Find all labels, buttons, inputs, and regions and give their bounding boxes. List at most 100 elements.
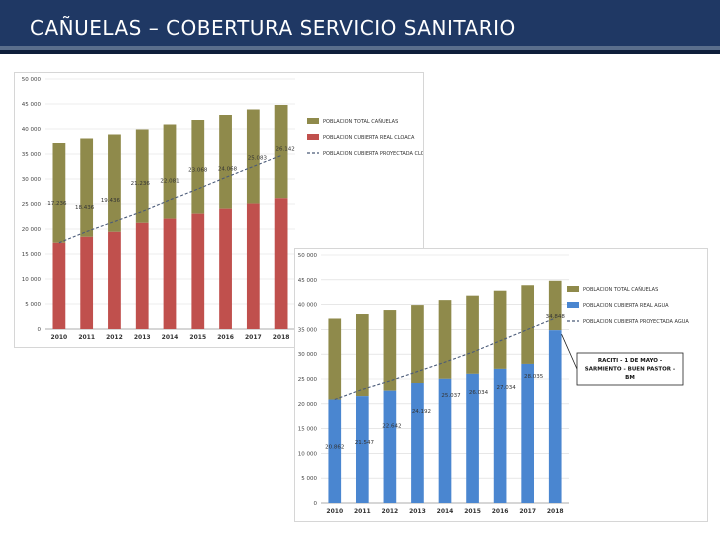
x-tick-label: 2010 [326, 508, 343, 515]
x-tick-label: 2015 [464, 508, 481, 515]
projected-coverage-line [334, 317, 556, 401]
y-tick-label: 20 000 [22, 227, 42, 233]
bar-total-population [466, 295, 479, 374]
y-tick-label: 30 000 [22, 177, 42, 183]
bar-covered-population [355, 396, 369, 503]
y-tick-label: 15 000 [298, 427, 318, 433]
x-tick-label: 2012 [382, 508, 399, 515]
bar-total-population [521, 285, 535, 364]
x-tick-label: 2010 [51, 334, 68, 341]
x-tick-label: 2014 [437, 508, 454, 515]
data-label: 23.068 [188, 168, 208, 174]
y-tick-label: 30 000 [298, 352, 318, 358]
bar-covered-population [521, 363, 535, 503]
data-label: 27.034 [496, 385, 516, 391]
x-tick-label: 2017 [245, 334, 262, 341]
y-tick-label: 25 000 [22, 202, 42, 208]
y-tick-label: 35 000 [22, 152, 42, 158]
x-tick-label: 2012 [106, 334, 123, 341]
bar-covered-population [274, 198, 288, 329]
y-tick-label: 0 [314, 501, 318, 507]
bar-covered-population [466, 373, 479, 503]
bar-covered-population [548, 330, 562, 503]
bar-covered-population [163, 218, 177, 329]
legend-label: POBLACION TOTAL CAÑUELAS [323, 118, 398, 125]
bar-total-population [328, 318, 342, 400]
x-tick-label: 2013 [409, 508, 426, 515]
x-tick-label: 2011 [78, 334, 95, 341]
y-tick-label: 10 000 [22, 277, 42, 283]
y-tick-label: 10 000 [298, 451, 318, 457]
x-tick-label: 2013 [134, 334, 151, 341]
data-label: 34.848 [546, 314, 566, 320]
data-label: 22.081 [160, 179, 179, 185]
y-tick-label: 45 000 [298, 278, 318, 284]
bar-covered-population [191, 213, 205, 329]
bar-total-population [108, 134, 121, 232]
data-label: 25.083 [248, 156, 268, 162]
bar-total-population [135, 129, 149, 223]
bar-total-population [274, 105, 288, 199]
bar-total-population [163, 124, 177, 219]
bar-covered-population [328, 399, 342, 503]
y-tick-label: 50 000 [298, 253, 318, 259]
data-label: 19.436 [101, 198, 121, 204]
data-label: 26.034 [469, 390, 489, 396]
bar-covered-population [493, 368, 507, 503]
annotation-text: SARMIENTO - BUEN PASTOR - [585, 367, 675, 373]
bar-total-population [80, 138, 94, 237]
x-tick-label: 2018 [547, 508, 564, 515]
legend-swatch [567, 302, 579, 308]
bar-covered-population [80, 236, 94, 329]
water-coverage-chart-panel: 0 5 000 10 000 15 000 20 000 25 000 30 000 35 0… [294, 248, 708, 522]
bar-total-population [383, 310, 397, 391]
bar-covered-population [219, 208, 232, 329]
x-tick-label: 2011 [354, 508, 371, 515]
data-label: 21.236 [131, 181, 151, 187]
data-label: 26.142 [275, 146, 294, 152]
bar-covered-population [52, 242, 66, 329]
bar-total-population [411, 305, 424, 384]
data-label: 18.436 [75, 205, 95, 211]
legend-label: POBLACION CUBIERTA PROYECTADA CLOACA [323, 151, 423, 157]
annotation-box [576, 352, 684, 386]
annotation-text: BM [625, 375, 635, 381]
data-label: 22.642 [382, 424, 401, 430]
sewer-coverage-chart: 0 5 000 10 000 15 000 20 000 25 000 30 000 35 0… [22, 77, 436, 341]
data-label: 24.192 [412, 409, 431, 415]
bar-covered-population [438, 378, 452, 503]
bar-total-population [493, 290, 507, 369]
y-tick-label: 35 000 [298, 327, 318, 333]
y-tick-label: 15 000 [22, 252, 42, 258]
data-label: 28.035 [524, 374, 544, 380]
x-tick-label: 2014 [162, 334, 179, 341]
bar-total-population [52, 143, 66, 243]
y-tick-label: 45 000 [22, 102, 42, 108]
annotation-leader-line [561, 333, 578, 370]
data-label: 21.547 [355, 440, 375, 446]
x-tick-label: 2016 [217, 334, 234, 341]
bar-total-population [548, 280, 562, 331]
y-tick-label: 50 000 [22, 77, 42, 83]
x-tick-label: 2017 [519, 508, 536, 515]
bar-covered-population [383, 390, 397, 503]
data-label: 24.068 [218, 167, 238, 173]
legend-label: POBLACION CUBIERTA REAL AGUA [583, 303, 669, 309]
x-tick-label: 2016 [492, 508, 509, 515]
y-tick-label: 25 000 [298, 377, 318, 383]
water-coverage-chart: 0 5 000 10 000 15 000 20 000 25 000 30 000 35 0… [298, 253, 690, 515]
bar-total-population [355, 314, 369, 397]
y-tick-label: 5 000 [25, 302, 41, 308]
data-label: 25.037 [441, 393, 461, 399]
legend-label: POBLACION CUBIERTA REAL CLOACA [323, 135, 415, 141]
legend-swatch [307, 118, 319, 124]
y-tick-label: 40 000 [22, 127, 42, 133]
legend-label: POBLACION TOTAL CAÑUELAS [583, 286, 658, 293]
title-bar-edge [0, 46, 720, 50]
bar-covered-population [246, 203, 260, 329]
x-tick-label: 2018 [273, 334, 290, 341]
data-label: 17.236 [47, 201, 67, 207]
legend-swatch [307, 134, 319, 140]
title-bar: CAÑUELAS – COBERTURA SERVICIO SANITARIO [0, 0, 720, 54]
bar-covered-population [411, 383, 424, 503]
